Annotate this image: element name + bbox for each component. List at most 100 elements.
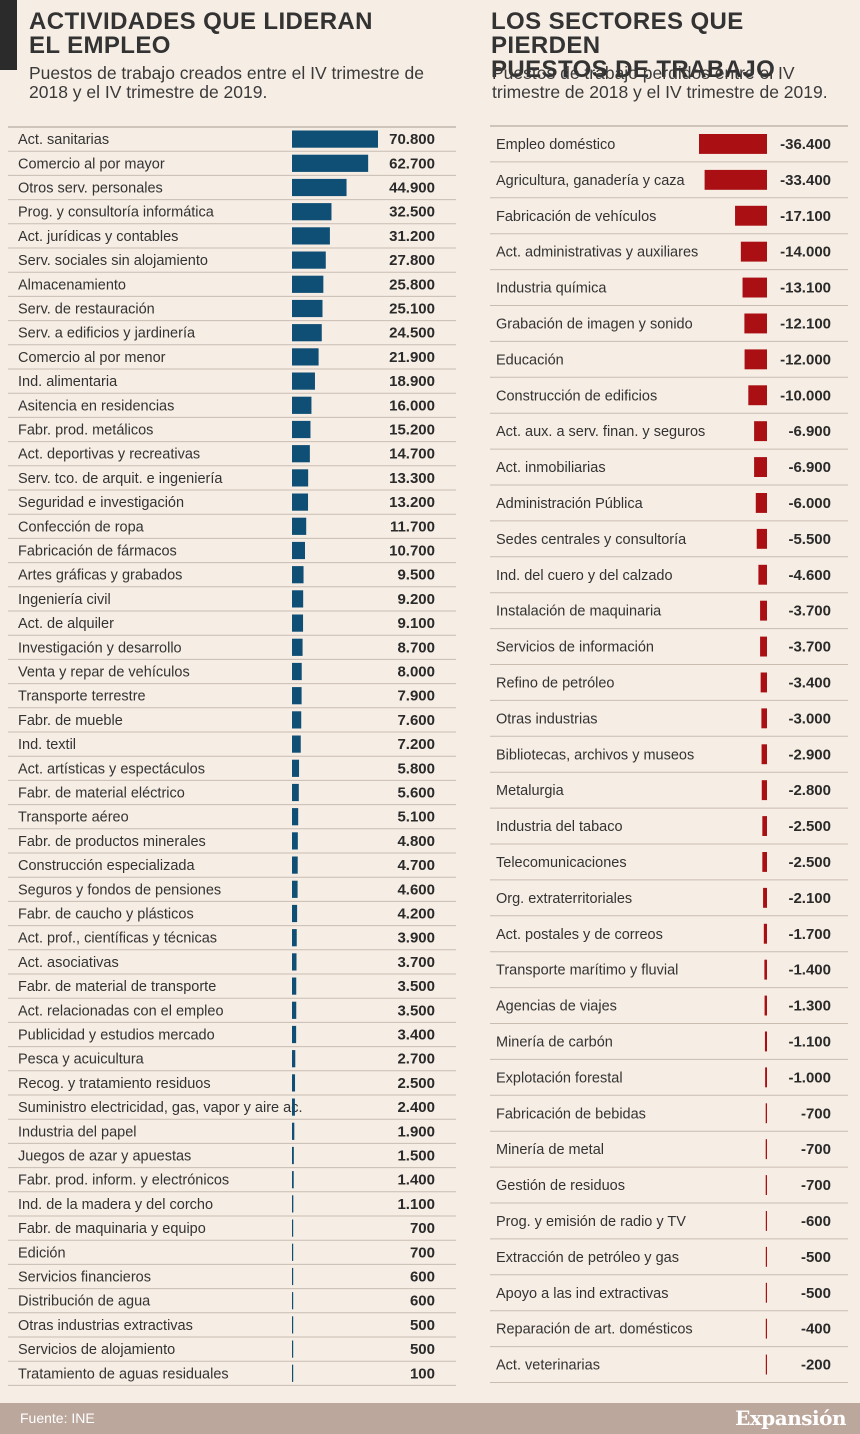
left-category-label: Investigación y desarrollo — [18, 640, 182, 656]
right-category-label: Reparación de art. domésticos — [496, 1322, 693, 1338]
left-category-label: Servicios de alojamiento — [18, 1342, 175, 1358]
left-category-label: Construcción especializada — [18, 858, 195, 874]
left-value-label: 5.600 — [397, 785, 435, 802]
right-bar — [765, 1318, 767, 1339]
right-category-label: Instalación de maquinaria — [496, 604, 662, 620]
left-bar — [292, 1025, 297, 1044]
right-category-label: Ind. del cuero y del calzado — [496, 568, 673, 584]
left-category-label: Act. sanitarias — [18, 132, 109, 148]
left-value-label: 2.500 — [397, 1075, 435, 1092]
right-bar — [744, 349, 767, 370]
left-value-label: 3.700 — [397, 954, 435, 971]
right-value-label: -1.100 — [788, 1033, 831, 1050]
left-category-label: Ind. alimentaria — [18, 374, 118, 390]
left-category-label: Suministro electricidad, gas, vapor y ai… — [18, 1100, 303, 1116]
left-category-label: Industria del papel — [18, 1124, 137, 1140]
left-bar — [292, 493, 309, 511]
right-bar — [765, 1067, 767, 1088]
right-bar — [760, 600, 767, 621]
left-bar — [292, 178, 347, 197]
left-bar — [292, 929, 297, 947]
left-value-label: 5.800 — [397, 760, 435, 777]
left-value-label: 9.500 — [397, 567, 435, 584]
right-bar — [699, 134, 767, 154]
right-value-label: -1.700 — [788, 926, 831, 943]
right-bar — [761, 780, 767, 801]
right-bar — [765, 1139, 767, 1160]
right-value-label: -2.900 — [788, 746, 831, 763]
left-category-label: Juegos de azar y apuestas — [18, 1149, 191, 1165]
left-bar — [292, 977, 297, 995]
right-category-label: Servicios de información — [496, 640, 654, 656]
right-category-label: Fabricación de vehículos — [496, 209, 656, 225]
accent-bar — [0, 0, 17, 70]
right-bar — [740, 241, 767, 262]
right-value-label: -1.000 — [788, 1069, 831, 1086]
right-category-label: Industria química — [496, 281, 607, 297]
left-bar — [292, 1074, 296, 1092]
left-bar — [292, 808, 299, 826]
right-value-label: -14.000 — [780, 244, 831, 261]
right-bar — [754, 457, 767, 477]
left-value-label: 100 — [410, 1365, 435, 1382]
left-bar — [292, 1292, 294, 1310]
left-category-label: Asitencia en residencias — [18, 398, 174, 414]
left-bar — [292, 469, 309, 487]
right-value-label: -4.600 — [788, 567, 831, 584]
left-category-label: Ingeniería civil — [18, 592, 111, 608]
right-category-label: Agencias de viajes — [496, 999, 617, 1015]
left-bar — [292, 1122, 295, 1140]
left-category-label: Otras industrias extractivas — [18, 1318, 193, 1334]
right-value-label: -2.800 — [788, 782, 831, 799]
right-category-label: Fabricación de bebidas — [496, 1106, 646, 1122]
right-bar — [760, 672, 767, 693]
right-bar — [763, 887, 767, 908]
left-bar — [292, 1146, 294, 1165]
left-value-label: 3.400 — [397, 1027, 435, 1044]
left-category-label: Fabr. de material de transporte — [18, 979, 216, 995]
right-bar — [760, 636, 767, 657]
right-value-label: -3.700 — [788, 603, 831, 620]
right-bar — [765, 1354, 767, 1375]
left-category-label: Serv. a edificios y jardinería — [18, 326, 196, 342]
left-bar — [292, 324, 322, 342]
right-category-label: Apoyo a las ind extractivas — [496, 1286, 668, 1302]
right-value-label: -2.100 — [788, 890, 831, 907]
right-bar — [756, 528, 767, 549]
right-value-label: -36.400 — [780, 136, 831, 153]
right-bar — [762, 852, 767, 872]
left-bar — [292, 1364, 294, 1382]
left-value-label: 4.600 — [397, 881, 435, 898]
left-value-label: 700 — [410, 1220, 435, 1237]
right-bar — [704, 169, 767, 190]
right-category-label: Act. inmobiliarias — [496, 460, 606, 476]
left-value-label: 7.200 — [397, 736, 435, 753]
right-value-label: -700 — [801, 1105, 831, 1122]
right-category-label: Agricultura, ganadería y caza — [496, 173, 686, 189]
left-value-label: 27.800 — [389, 252, 435, 269]
left-value-label: 70.800 — [389, 131, 435, 148]
left-bar — [292, 783, 299, 802]
left-bar — [292, 1195, 294, 1213]
left-value-label: 11.700 — [390, 518, 435, 535]
right-category-label: Metalurgia — [496, 783, 565, 799]
right-bar — [758, 564, 767, 585]
left-value-label: 700 — [410, 1244, 435, 1261]
right-category-label: Act. veterinarias — [496, 1358, 600, 1374]
right-value-label: -2.500 — [788, 854, 831, 871]
right-bar — [735, 205, 767, 226]
left-category-label: Transporte aéreo — [18, 810, 129, 826]
left-category-label: Comercio al por menor — [18, 350, 166, 366]
left-category-label: Distribución de agua — [18, 1294, 151, 1310]
footer: Fuente: INE Expansión — [0, 1403, 860, 1434]
left-bar — [292, 445, 310, 463]
right-value-label: -700 — [801, 1177, 831, 1194]
right-category-label: Telecomunicaciones — [496, 855, 627, 871]
right-category-label: Gestión de residuos — [496, 1178, 625, 1194]
left-value-label: 25.800 — [389, 276, 435, 293]
right-bar — [748, 385, 767, 406]
right-value-label: -3.000 — [788, 710, 831, 727]
left-bar — [292, 275, 324, 293]
right-bar — [765, 1103, 767, 1124]
charts-canvas: Act. sanitarias 70.800 Comercio al por may… — [8, 125, 848, 1386]
